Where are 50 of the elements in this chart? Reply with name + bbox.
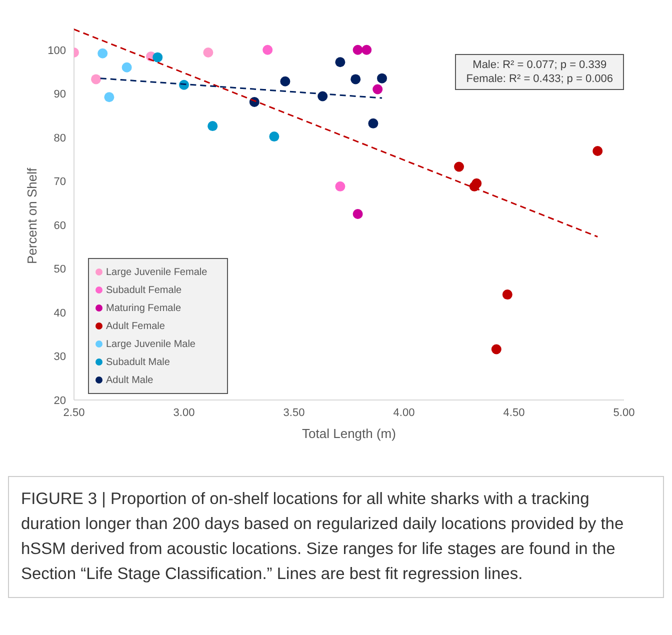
point bbox=[362, 44, 372, 55]
point bbox=[98, 48, 108, 58]
point bbox=[352, 209, 363, 219]
legend-label: Maturing Female bbox=[106, 302, 182, 314]
y-tick-label: 40 bbox=[54, 307, 66, 320]
point bbox=[372, 84, 383, 94]
point bbox=[377, 73, 387, 84]
point bbox=[269, 132, 280, 142]
legend-label: Subadult Female bbox=[106, 284, 182, 296]
point bbox=[122, 62, 132, 72]
point bbox=[350, 74, 361, 84]
point bbox=[262, 44, 273, 55]
y-tick-label: 90 bbox=[54, 88, 66, 101]
x-tick-label: 5.00 bbox=[613, 406, 635, 419]
point bbox=[491, 344, 502, 354]
point bbox=[280, 76, 290, 86]
y-tick-label: 70 bbox=[54, 176, 66, 188]
legend-label: Large Juvenile Female bbox=[106, 266, 208, 278]
point bbox=[203, 48, 214, 58]
x-tick-label: 3.50 bbox=[283, 406, 305, 419]
y-axis-title: Percent on Shelf bbox=[24, 167, 40, 264]
y-tick-label: 50 bbox=[54, 264, 66, 276]
x-axis-title: Total Length (m) bbox=[302, 426, 396, 441]
legend-label: Subadult Male bbox=[106, 356, 170, 368]
point bbox=[368, 118, 378, 128]
point bbox=[91, 74, 101, 84]
point bbox=[208, 121, 218, 132]
x-tick-label: 4.50 bbox=[503, 406, 525, 419]
x-tick-label: 4.00 bbox=[393, 406, 415, 419]
y-tick-label: 20 bbox=[54, 394, 66, 407]
x-tick-label: 3.00 bbox=[173, 406, 195, 419]
x-tick-label: 2.50 bbox=[63, 406, 85, 419]
point bbox=[454, 162, 464, 172]
legend-label: Adult Male bbox=[106, 374, 154, 386]
caption: FIGURE 3 | Proportion of on-shelf locations for all white sharks with a tracking duration longer than 200 days based on regularized daily locations provided by the hSSM derived from acoustic locations. Size ranges for life stages are found in the Section “Life Stage Classification.” Lines are best fit regression lines. bbox=[8, 476, 664, 598]
y-tick-label: 30 bbox=[54, 351, 66, 364]
point bbox=[104, 92, 114, 102]
point bbox=[502, 290, 512, 300]
y-tick-label: 100 bbox=[48, 44, 66, 57]
legend-label: Large Juvenile Male bbox=[106, 338, 196, 350]
annotation: Male: R² = 0.077; p = 0.339 bbox=[472, 58, 608, 72]
legend-label: Adult Female bbox=[106, 320, 165, 332]
point bbox=[335, 181, 346, 192]
y-tick-label: 80 bbox=[54, 132, 66, 144]
point bbox=[592, 146, 603, 156]
point bbox=[335, 57, 346, 68]
point bbox=[352, 44, 363, 55]
annotation: Female: R² = 0.433; p = 0.006 bbox=[466, 72, 613, 86]
y-tick-label: 60 bbox=[54, 220, 66, 232]
point bbox=[152, 52, 163, 62]
